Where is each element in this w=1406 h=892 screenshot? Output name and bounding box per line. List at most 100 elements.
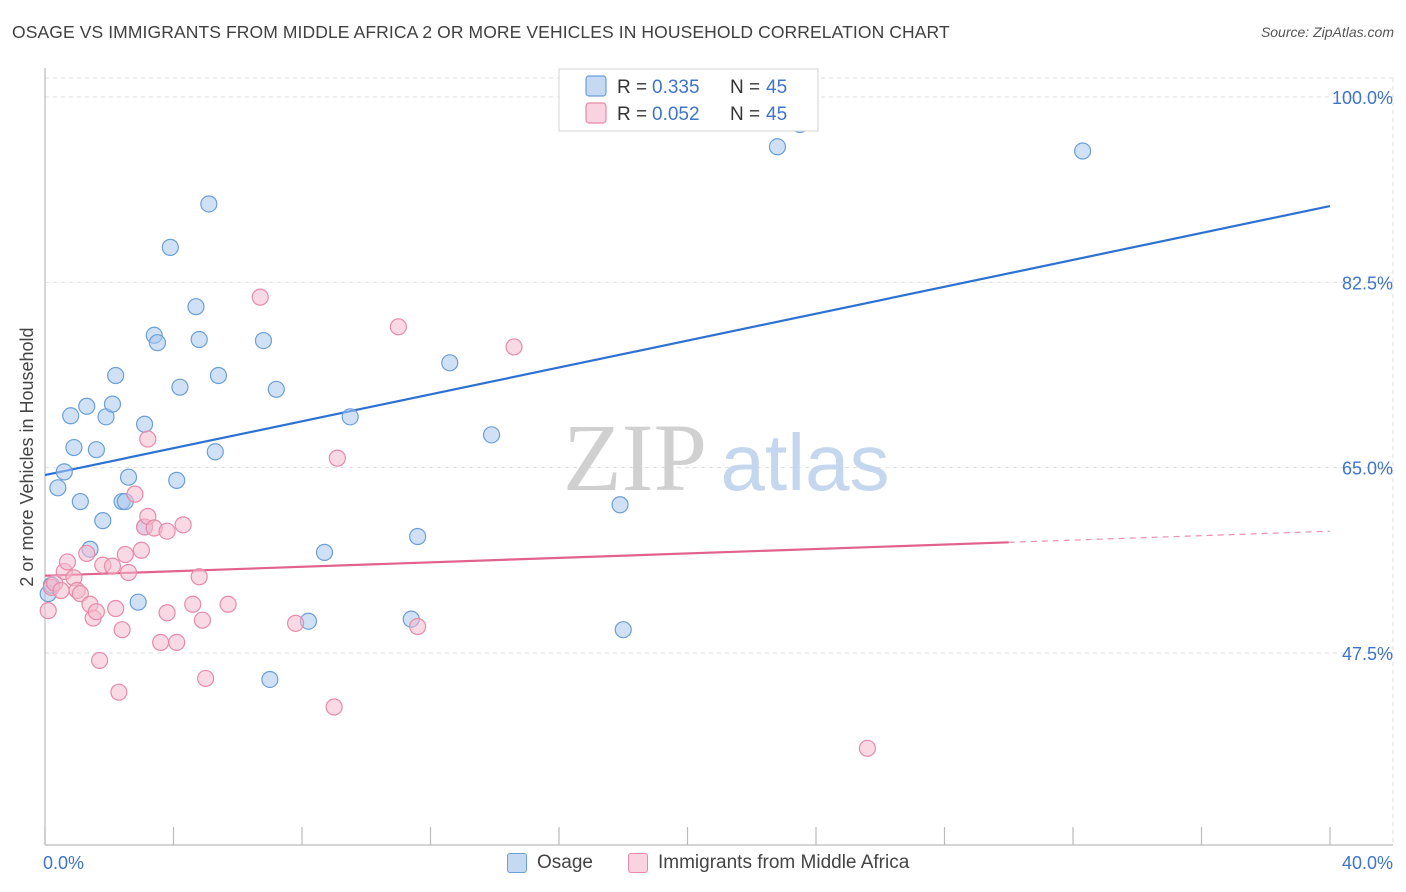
source-label: Source: ZipAtlas.com [1260,24,1394,40]
osage-point [267,380,285,398]
osage-point [161,238,179,256]
middle-africa-point [113,621,131,639]
middle-africa-point [168,633,186,652]
middle-africa-point [152,633,170,652]
osage-point [107,366,125,385]
middle-africa-point [110,683,128,701]
osage-legend-label: Osage [537,852,593,873]
middle-africa-point [325,698,343,716]
osage-point [482,426,501,444]
osage-point [187,298,205,316]
tick-labels: 47.5% 65.0% 82.5% 100.0% 0.0% 40.0% [43,88,1393,873]
osage-point [148,334,167,352]
middle-africa-point [39,602,57,620]
osage-point [200,195,218,213]
watermark-atlas: atlas [721,418,890,507]
osage-trendline [44,205,1331,477]
osage-point [129,593,147,611]
middle-africa-point [116,545,134,564]
middle-africa-point [184,595,202,613]
middle-africa-point [71,585,89,603]
middle-africa-point [389,318,407,336]
middle-africa-point [139,430,157,448]
bottom-legend-osage[interactable]: Osage [507,852,593,874]
trendlines [44,205,1331,577]
osage-point [611,496,629,514]
bottom-legend-middle-africa[interactable]: Immigrants from Middle Africa [628,852,909,874]
middle-africa-point [91,651,109,670]
middle-africa-swatch [628,853,648,873]
watermark-zip: ZIP [563,404,707,511]
middle-africa-point [409,617,427,636]
middle-africa-point [103,557,122,575]
legend-middle-africa-n-value: 45 [766,104,787,125]
legend-middle-africa-swatch [585,102,607,124]
y-axis-label: 2 or more Vehicles in Household [17,327,37,586]
middle-africa-trendline-extension [1008,530,1331,543]
data-points [39,115,1092,757]
osage-point [768,138,787,156]
osage-point [135,415,154,433]
middle-africa-trendline [44,541,1009,577]
middle-africa-point [505,338,523,356]
osage-point [341,408,359,426]
middle-africa-point [87,603,106,621]
legend-osage-r-label: R = [617,77,647,98]
legend-middle-africa-r-value: 0.052 [652,104,700,125]
y-tick-label: 47.5% [1342,644,1393,664]
osage-point [261,670,279,689]
osage-point [190,330,208,349]
osage-point [87,441,106,459]
osage-point [209,366,228,385]
middle-africa-point [219,595,237,613]
watermark: ZIP atlas [563,404,889,511]
legend-osage-n-value: 45 [766,77,787,98]
gridlines [45,77,1394,845]
y-tick-label: 82.5% [1342,273,1393,293]
osage-point [206,443,224,461]
middle-africa-point [251,288,269,306]
bottom-legend: Osage Immigrants from Middle Africa [0,852,1406,878]
osage-point [168,471,186,489]
legend-middle-africa-n-label: N = [730,104,760,125]
osage-point [55,463,73,481]
chart-title: OSAGE VS IMMIGRANTS FROM MIDDLE AFRICA 2… [12,22,950,42]
middle-africa-point [197,669,215,688]
middle-africa-point [328,449,346,467]
middle-africa-point [158,522,176,540]
osage-point [614,621,632,639]
middle-africa-point [174,516,192,534]
middle-africa-point [119,563,138,582]
osage-point [103,395,122,413]
osage-point [62,407,80,425]
x-tick-label-max: 40.0% [1342,853,1393,873]
osage-point [254,331,273,350]
legend-osage-n-label: N = [730,77,760,98]
middle-africa-point [858,739,877,757]
osage-point [71,492,89,511]
middle-africa-point [58,553,77,571]
osage-point [409,527,427,546]
legend-middle-africa-r-label: R = [617,104,647,125]
y-tick-label: 65.0% [1342,459,1393,479]
axes [44,68,1393,846]
legend-osage-swatch [585,75,607,97]
middle-africa-point [158,604,176,622]
osage-point [78,397,96,415]
y-tick-label: 100.0% [1332,88,1393,108]
osage-point [119,468,138,486]
legend-osage-r-value: 0.335 [652,77,700,98]
osage-point [49,479,67,497]
middle-africa-point [193,611,212,629]
osage-point [171,378,189,396]
middle-africa-point [126,485,144,503]
osage-point [94,512,112,530]
legend: R = 0.335 N = 45 R = 0.052 N = 45 [558,68,819,132]
middle-africa-point [52,581,70,600]
osage-swatch [507,853,527,873]
middle-africa-point [78,544,96,563]
middle-africa-legend-label: Immigrants from Middle Africa [658,852,910,873]
middle-africa-point [286,614,305,632]
osage-point [65,438,83,457]
